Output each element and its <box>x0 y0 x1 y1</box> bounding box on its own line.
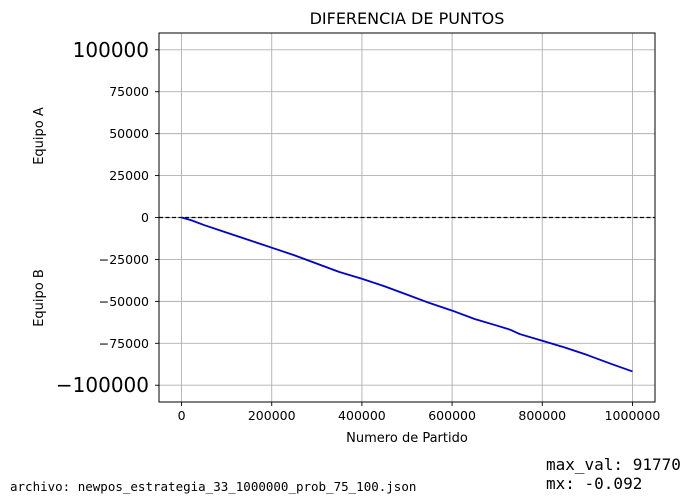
series-line-0 <box>181 216 633 373</box>
x-tick-label: 800000 <box>518 408 566 423</box>
max-val-label: max_val: 91770 <box>546 455 681 474</box>
y-tick-label: −100000 <box>56 373 149 397</box>
x-axis-label: Numero de Partido <box>346 431 468 446</box>
x-tick-label: 600000 <box>428 408 476 423</box>
stats-block: max_val: 91770 mx: -0.092 <box>546 455 681 493</box>
grid <box>159 33 655 402</box>
y-tick-label: 0 <box>141 210 149 225</box>
x-axis-ticks: 0 200000 400000 600000 800000 1000000 <box>178 402 661 423</box>
y-axis-ticks: −100000 −75000 −50000 −25000 0 25000 50000 7500… <box>56 38 159 397</box>
x-tick-label: 0 <box>178 408 186 423</box>
y-tick-label: −75000 <box>99 336 149 351</box>
y-tick-label: −50000 <box>99 294 149 309</box>
y-tick-label: 75000 <box>109 84 149 99</box>
y-tick-label: 100000 <box>73 38 149 62</box>
y-axis-label-bottom: Equipo B <box>32 269 47 327</box>
y-tick-label: 50000 <box>109 126 149 141</box>
file-name-label: archivo: newpos_estrategia_33_1000000_pr… <box>10 479 417 494</box>
x-tick-label: 400000 <box>338 408 386 423</box>
y-tick-label: −25000 <box>99 252 149 267</box>
x-tick-label: 200000 <box>248 408 296 423</box>
y-axis-label-top: Equipo A <box>32 107 47 165</box>
chart-title: DIFERENCIA DE PUNTOS <box>310 9 505 28</box>
y-tick-label: 25000 <box>109 168 149 183</box>
x-tick-label: 1000000 <box>605 408 661 423</box>
series-group <box>181 216 633 373</box>
mx-label: mx: -0.092 <box>546 474 643 493</box>
